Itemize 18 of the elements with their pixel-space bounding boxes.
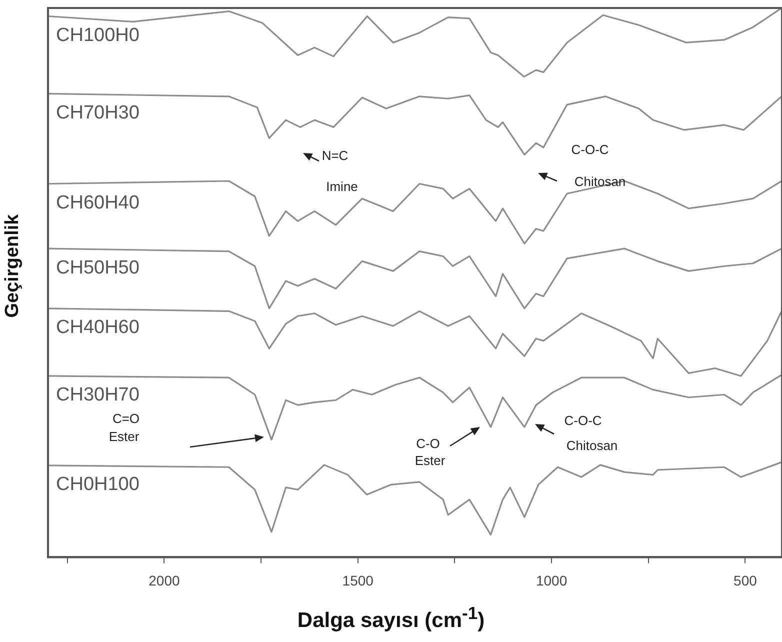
series-label: CH60H40 — [56, 192, 140, 214]
series-label: CH30H70 — [56, 384, 140, 406]
x-tick-label: 2000 — [148, 572, 180, 588]
annotation: C-O Ester — [414, 436, 446, 468]
series-label: CH0H100 — [56, 474, 140, 496]
series-label: CH70H30 — [56, 102, 140, 124]
annotation: C=O Ester — [108, 411, 140, 444]
x-axis-title: Dalga sayısı (cm$^{-1}$) — [296, 603, 486, 633]
x-tick-label: 500 — [734, 572, 758, 588]
text: C-O-C Chitosan — [571, 142, 626, 190]
annotation: C-O-C Chitosan — [564, 413, 618, 454]
text: N=C Imine — [322, 148, 358, 194]
series-label: CH100H0 — [56, 24, 140, 46]
y-axis-title: Geçirgenlik — [2, 213, 24, 320]
x-tick-label: 1000 — [536, 572, 568, 588]
series-label: CH40H60 — [56, 317, 140, 338]
series-label: CH50H50 — [56, 257, 140, 278]
x-tick-label: 1500 — [342, 572, 374, 588]
